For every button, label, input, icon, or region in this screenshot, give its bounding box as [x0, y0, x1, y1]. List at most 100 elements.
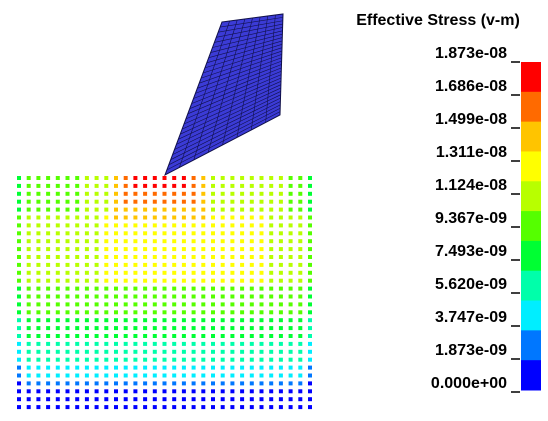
- node-dot: [133, 247, 138, 252]
- node-dot: [240, 389, 245, 394]
- node-dot: [84, 373, 89, 378]
- legend-color: [521, 270, 541, 302]
- node-dot: [259, 310, 264, 315]
- node-dot: [123, 199, 128, 204]
- mesh-line: [179, 20, 230, 168]
- node-dot: [94, 294, 99, 299]
- node-dot: [123, 310, 128, 315]
- node-dot: [308, 278, 312, 283]
- node-dot: [114, 373, 118, 378]
- node-dot: [114, 223, 118, 228]
- node-dot: [36, 207, 41, 212]
- node-dot: [172, 405, 177, 410]
- node-dot: [143, 231, 148, 236]
- node-dot: [298, 310, 303, 315]
- node-dot: [259, 231, 264, 236]
- node-dot: [55, 326, 60, 331]
- node-dot: [201, 397, 206, 402]
- node-dot: [17, 334, 21, 338]
- node-dot: [278, 247, 283, 252]
- node-dot: [220, 357, 225, 362]
- node-dot: [308, 341, 312, 346]
- node-dot: [211, 255, 215, 259]
- node-dot: [201, 199, 206, 204]
- node-dot: [249, 231, 254, 236]
- node-dot: [133, 176, 138, 180]
- mesh-line: [207, 18, 246, 153]
- node-dot: [240, 255, 245, 259]
- node-dot: [181, 278, 186, 283]
- node-dot: [211, 286, 215, 291]
- node-dot: [75, 278, 80, 283]
- node-dot: [17, 270, 21, 275]
- node-dot: [36, 231, 41, 236]
- node-dot: [143, 191, 148, 196]
- node-dot: [172, 373, 177, 378]
- node-dot: [181, 231, 186, 236]
- node-dot: [269, 262, 274, 267]
- node-dot: [75, 199, 80, 204]
- node-dot: [104, 302, 109, 307]
- node-dot: [17, 255, 21, 259]
- node-dot: [191, 270, 196, 275]
- node-dot: [240, 405, 245, 410]
- node-dot: [104, 191, 109, 196]
- node-dot: [191, 334, 196, 338]
- node-dot: [191, 294, 196, 299]
- node-dot: [220, 405, 225, 410]
- node-dot: [308, 199, 312, 204]
- node-dot: [46, 183, 51, 188]
- node-dot: [172, 326, 177, 331]
- node-dot: [220, 334, 225, 338]
- node-dot: [133, 326, 138, 331]
- node-dot: [17, 191, 21, 196]
- node-dot: [46, 310, 51, 315]
- node-dot: [143, 349, 148, 354]
- node-dot: [65, 223, 70, 228]
- node-dot: [84, 215, 89, 220]
- node-dot: [288, 262, 293, 267]
- node-dot: [191, 341, 196, 346]
- node-dot: [240, 278, 245, 283]
- node-dot: [230, 318, 235, 323]
- node-dot: [123, 176, 128, 180]
- node-dot: [143, 223, 148, 228]
- node-dot: [278, 381, 283, 386]
- node-dot: [308, 318, 312, 323]
- node-dot: [94, 215, 99, 220]
- node-dot: [172, 397, 177, 402]
- node-dot: [55, 341, 60, 346]
- node-dot: [220, 341, 225, 346]
- node-dot: [269, 381, 274, 386]
- node-dot: [104, 381, 109, 386]
- node-dot: [201, 231, 206, 236]
- node-dot: [75, 326, 80, 331]
- node-dot: [36, 262, 41, 267]
- node-dot: [308, 334, 312, 338]
- node-dot: [172, 223, 177, 228]
- node-dot: [308, 365, 312, 370]
- node-dot: [46, 270, 51, 275]
- node-dot: [152, 389, 157, 394]
- node-dot: [46, 349, 51, 354]
- node-dot: [191, 231, 196, 236]
- node-dot: [152, 365, 157, 370]
- node-dot: [17, 183, 21, 188]
- node-dot: [240, 294, 245, 299]
- node-dot: [17, 231, 21, 236]
- node-dot: [298, 176, 303, 180]
- node-dot: [75, 231, 80, 236]
- node-dot: [288, 286, 293, 291]
- node-dot: [84, 381, 89, 386]
- node-dot: [240, 373, 245, 378]
- node-dot: [259, 389, 264, 394]
- node-dot: [162, 255, 167, 259]
- node-dot: [181, 381, 186, 386]
- node-dot: [211, 381, 215, 386]
- node-dot: [104, 373, 109, 378]
- node-dot: [278, 199, 283, 204]
- node-dot: [288, 215, 293, 220]
- node-dot: [104, 397, 109, 402]
- node-dot: [288, 405, 293, 410]
- node-dot: [114, 191, 118, 196]
